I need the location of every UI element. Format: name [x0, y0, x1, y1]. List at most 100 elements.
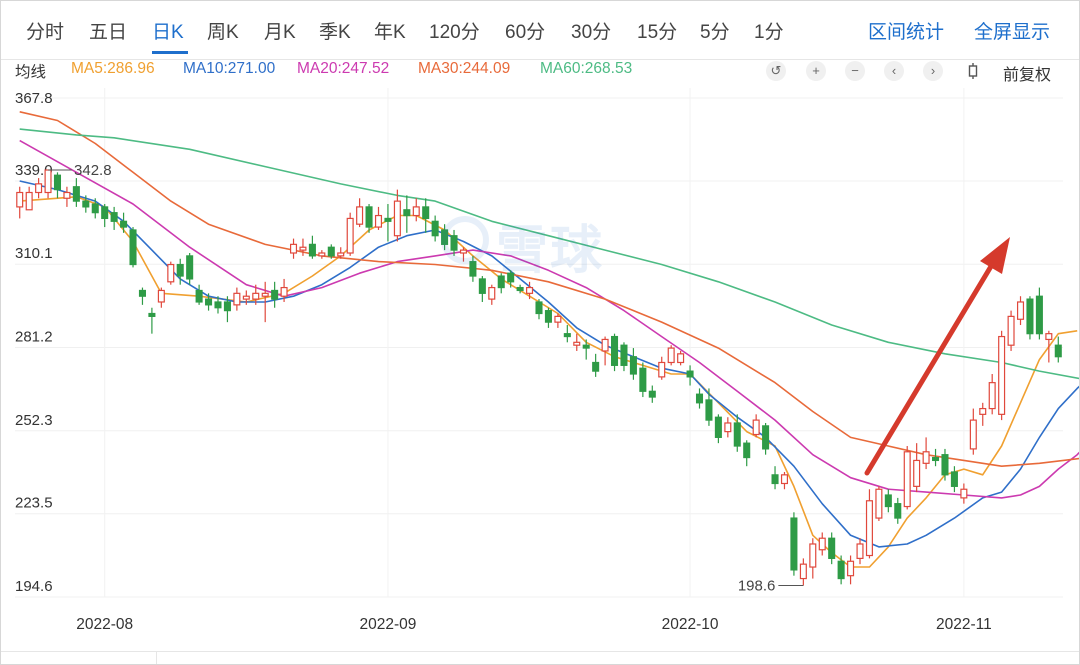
candle-body	[299, 246, 307, 251]
candle-body	[384, 217, 392, 222]
bottom-strip	[1, 651, 1079, 665]
candle-body	[374, 214, 383, 228]
tab-5[interactable]: 季K	[319, 22, 351, 43]
zoom-in-icon[interactable]: +	[806, 61, 826, 81]
tab-8[interactable]: 60分	[505, 22, 546, 43]
candle-body	[894, 503, 902, 519]
ma10-legend: MA10:271.00	[183, 60, 276, 77]
price-adjust-label[interactable]: 前复权	[1003, 67, 1052, 84]
ma5-legend: MA5:286.96	[71, 60, 155, 77]
candle-body	[337, 252, 345, 257]
tab-3[interactable]: 周K	[207, 22, 239, 43]
candle-body	[611, 335, 619, 366]
candle-body	[1054, 344, 1062, 358]
tab-0[interactable]: 分时	[26, 22, 65, 43]
chevron-right-icon[interactable]: ›	[923, 61, 943, 81]
tab-7[interactable]: 120分	[429, 22, 480, 43]
candle-body	[271, 289, 279, 300]
candle-body	[762, 425, 770, 450]
candle-body	[35, 183, 43, 194]
y-tick-label: 223.5	[15, 495, 53, 512]
candle-body	[242, 295, 250, 300]
candle-body	[809, 543, 817, 568]
candle-body	[289, 243, 298, 254]
candle-body	[393, 200, 401, 237]
chevron-left-icon[interactable]: ‹	[884, 61, 904, 81]
candle-body	[686, 370, 694, 378]
x-tick-label: 2022-08	[76, 616, 133, 633]
candle-body	[714, 416, 722, 438]
candle-body	[252, 292, 260, 300]
candle-body	[148, 312, 156, 317]
candle-body	[648, 390, 656, 398]
x-tick-label: 2022-10	[662, 616, 719, 633]
ma-line-ma60	[19, 128, 1079, 380]
candle-body	[790, 517, 798, 571]
candle-body	[44, 169, 52, 194]
candle-body	[233, 292, 241, 306]
tab-9[interactable]: 30分	[571, 22, 612, 43]
tab-10[interactable]: 15分	[637, 22, 678, 43]
bottom-divider	[156, 651, 157, 664]
active-tab-underline	[152, 51, 188, 54]
candle-body	[356, 206, 364, 225]
y-tick-label: 310.1	[15, 245, 53, 262]
candle-body	[865, 500, 873, 557]
watermark-text: 雪球	[496, 222, 605, 280]
candle-body	[818, 537, 826, 551]
tab-4[interactable]: 月K	[264, 22, 296, 43]
ma60-legend: MA60:268.53	[540, 60, 633, 77]
candle-body	[932, 456, 940, 462]
tab-2[interactable]: 日K	[152, 22, 184, 43]
candle-body	[554, 315, 562, 323]
candle-body	[478, 278, 486, 294]
x-tick-label: 2022-09	[359, 616, 416, 633]
candle-body	[91, 203, 99, 214]
fullscreen-link[interactable]: 全屏显示	[974, 22, 1051, 43]
tab-6[interactable]: 年K	[374, 22, 406, 43]
zoom-out-icon[interactable]: −	[845, 61, 865, 81]
y-tick-label: 281.2	[15, 329, 53, 346]
x-tick-label: 2022-11	[936, 616, 992, 633]
candle-body	[176, 263, 184, 277]
undo-icon[interactable]: ↺	[766, 61, 786, 81]
candle-body	[639, 367, 647, 392]
candle-body	[25, 191, 33, 211]
tab-11[interactable]: 5分	[700, 22, 730, 43]
candle-body	[82, 200, 90, 208]
ma-legend-row: 均线 MA5:286.96 MA10:271.00 MA20:247.52 MA…	[1, 60, 1079, 88]
watermark: 雪球	[441, 206, 651, 280]
candle-body	[677, 353, 685, 364]
high-label: 342.8	[74, 162, 112, 179]
candle-body	[837, 560, 845, 580]
period-tabs: 分时 五日 日K 周K 月K 季K 年K 120分 60分 30分 15分 5分 1分	[1, 1, 1079, 60]
candle-body	[431, 220, 439, 237]
tab-12[interactable]: 1分	[754, 22, 784, 43]
candle-body	[110, 212, 118, 222]
candle-body	[705, 399, 713, 421]
candle-body	[1026, 298, 1034, 335]
ma20-legend: MA20:247.52	[297, 60, 390, 77]
candle-body	[629, 356, 637, 375]
candle-body	[223, 301, 231, 312]
candle-body	[828, 537, 836, 559]
y-tick-label: 367.8	[15, 90, 53, 107]
candle-body	[101, 206, 109, 220]
candle-body	[327, 246, 335, 257]
candlestick-icon[interactable]	[963, 61, 983, 81]
candle-body	[752, 419, 760, 436]
candle-body	[1045, 333, 1053, 341]
candle-body	[573, 341, 581, 346]
range-stats-link[interactable]: 区间统计	[868, 22, 945, 43]
candle-body	[658, 361, 666, 378]
candle-body	[507, 272, 515, 283]
candle-body	[620, 344, 628, 366]
candle-body	[205, 298, 213, 306]
low-label: 198.6	[738, 577, 776, 594]
y-tick-label: 339.0	[15, 162, 53, 179]
candle-body	[535, 301, 543, 315]
tab-1[interactable]: 五日	[89, 22, 128, 43]
candle-body	[780, 474, 789, 485]
